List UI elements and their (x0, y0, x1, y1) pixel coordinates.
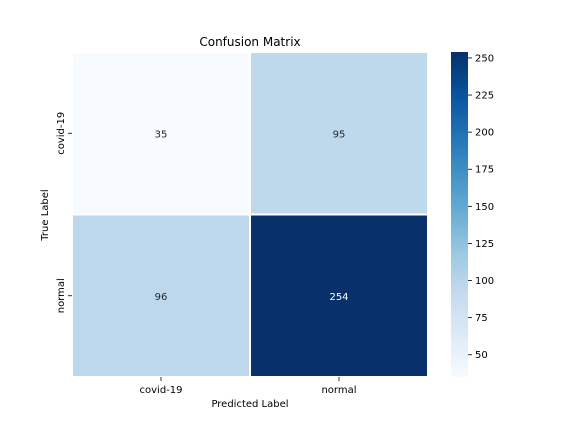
y-tick-label: covid-19 (56, 112, 67, 155)
heatmap-cell-labels: 35 95 96 254 (155, 129, 349, 303)
colorbar-tick-label: 50 (475, 350, 488, 361)
y-axis-label: True Label (40, 189, 51, 241)
colorbar-tick-label: 100 (475, 276, 494, 287)
x-tick-label: covid-19 (140, 385, 183, 396)
y-axis-ticks: covid-19 normal (56, 112, 72, 313)
cell-value-label: 95 (333, 129, 346, 140)
colorbar-tick-label: 150 (475, 202, 494, 213)
x-axis-label: Predicted Label (211, 399, 288, 410)
colorbar-tick-label: 200 (475, 128, 494, 139)
colorbar-tick-label: 250 (475, 53, 494, 64)
colorbar-tick-label: 225 (475, 91, 494, 102)
cell-value-label: 254 (329, 292, 348, 303)
heatmap-cell (71, 51, 251, 216)
heatmap-cells (71, 51, 429, 378)
colorbar-tick-label: 175 (475, 165, 494, 176)
y-tick-label: normal (56, 278, 67, 313)
colorbar-tick-label: 75 (475, 313, 488, 324)
cell-value-label: 35 (155, 129, 168, 140)
heatmap-cell (249, 51, 429, 216)
x-tick-label: normal (321, 385, 356, 396)
heatmap-cell (71, 213, 251, 378)
colorbar-tick-label: 125 (475, 239, 494, 250)
heatmap-cell (249, 213, 429, 378)
chart-title: Confusion Matrix (199, 35, 300, 49)
colorbar (451, 52, 468, 377)
colorbar-ticks: 50 75 100 125 150 175 200 225 250 (468, 53, 494, 361)
x-axis-ticks: covid-19 normal (140, 377, 357, 396)
cell-value-label: 96 (155, 292, 168, 303)
